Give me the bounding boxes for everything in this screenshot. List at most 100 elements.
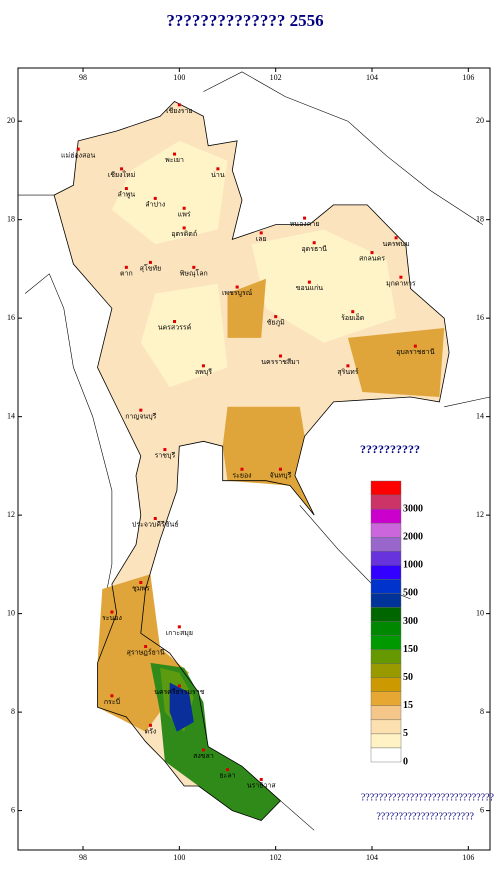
legend-label: 150 — [403, 644, 418, 655]
legend-label: 2000 — [403, 531, 423, 542]
y-tick-label: 18 — [7, 215, 15, 224]
province-label: ร้อยเอ็ด — [341, 313, 364, 322]
x-tick-label: 102 — [270, 73, 282, 82]
y-tick-label: 16 — [476, 313, 484, 322]
province-label: เชียงราย — [166, 107, 192, 115]
y-tick-label: 20 — [476, 116, 484, 125]
legend-swatch — [370, 522, 402, 538]
legend-title: ?????????? — [360, 442, 420, 456]
province-dot — [312, 241, 316, 245]
x-tick-label: 102 — [270, 853, 282, 862]
province-label: นครสวรรค์ — [158, 324, 192, 332]
rain-zone — [227, 278, 266, 338]
legend-swatch — [370, 565, 402, 580]
province-label: กระบี่ — [104, 697, 120, 706]
province-label: อุบลราชธานี — [396, 348, 435, 356]
neighbour-border — [444, 396, 491, 408]
legend-label: 50 — [403, 672, 413, 683]
map-area — [18, 71, 491, 831]
province-label: ตรัง — [145, 727, 157, 735]
province-dot — [351, 310, 355, 314]
legend-swatch — [370, 508, 402, 524]
province-dot — [148, 723, 152, 727]
province-label: นครพนม — [382, 240, 409, 248]
rain-zone — [222, 406, 315, 516]
province-dot — [303, 216, 307, 220]
y-tick-label: 10 — [7, 608, 15, 617]
province-label: ชัยภูมิ — [267, 319, 285, 327]
neighbour-border — [203, 71, 483, 225]
province-dot — [216, 167, 220, 171]
province-label: อุดรธานี — [301, 245, 327, 253]
legend-swatch — [370, 719, 402, 735]
y-tick-label: 14 — [7, 411, 15, 420]
province-dot — [163, 448, 167, 452]
x-tick-label: 100 — [173, 73, 185, 82]
y-tick-label: 18 — [476, 215, 484, 224]
province-label: พิษณุโลก — [180, 268, 208, 277]
province-label: ชุมพร — [132, 585, 150, 593]
y-tick-label: 20 — [7, 116, 15, 125]
province-dot — [110, 610, 114, 614]
legend-label: 3000 — [403, 503, 423, 514]
province-dot — [235, 285, 239, 289]
x-tick-label: 106 — [462, 853, 474, 862]
province-label: กาญจนบุรี — [125, 412, 156, 420]
legend-swatch — [370, 691, 402, 707]
province-dot — [120, 167, 124, 171]
province-dot — [182, 206, 186, 210]
province-label: แพร่ — [178, 210, 191, 218]
province-dot — [182, 226, 186, 230]
province-label: ยะลา — [219, 772, 235, 780]
legend-swatch — [370, 649, 402, 664]
province-label: สุรินทร์ — [337, 368, 358, 376]
legend-swatch — [370, 480, 402, 496]
province-dot — [259, 231, 263, 235]
province-dot — [76, 147, 80, 151]
province-label: พะเยา — [165, 156, 184, 164]
legend-label: 15 — [403, 700, 413, 711]
y-tick-label: 8 — [11, 707, 15, 716]
map-frame — [17, 67, 491, 851]
legend-swatch — [370, 635, 402, 650]
province-dot — [278, 354, 282, 358]
legend-swatch — [370, 579, 402, 594]
legend-label: 1000 — [403, 560, 423, 571]
province-dot — [124, 265, 128, 269]
y-tick-label: 14 — [476, 411, 484, 420]
neighbour-border — [280, 800, 315, 831]
province-dot — [201, 364, 205, 368]
province-dot — [413, 344, 417, 348]
province-dot — [307, 280, 311, 284]
y-tick-label: 6 — [11, 805, 15, 814]
province-label: เชียงใหม่ — [108, 170, 135, 179]
y-tick-label: 12 — [7, 510, 15, 519]
province-label: ระยอง — [232, 471, 251, 479]
province-dot — [124, 187, 128, 191]
province-label: นครศรีธรรมราช — [154, 688, 205, 696]
legend-label: 5 — [403, 728, 408, 739]
province-label: ขอนแก่น — [296, 284, 324, 292]
legend-swatch — [370, 747, 402, 763]
province-dot — [278, 467, 282, 471]
y-tick-label: 8 — [480, 707, 484, 716]
province-dot — [240, 467, 244, 471]
province-label: สุราษฎร์ธานี — [127, 649, 165, 657]
rain-zone — [347, 328, 445, 397]
province-dot — [259, 777, 263, 781]
province-dot — [370, 251, 374, 255]
province-label: ลพบุรี — [195, 368, 212, 376]
x-tick-label: 100 — [173, 853, 185, 862]
province-dot — [346, 364, 350, 368]
x-tick-label: 104 — [366, 73, 378, 82]
legend-swatch — [370, 621, 402, 636]
province-label: สุโขทัย — [140, 264, 162, 273]
province-dot — [394, 236, 398, 240]
province-dot — [139, 408, 143, 412]
province-label: ประจวบคีรีขันธ์ — [132, 521, 179, 529]
province-dot — [153, 196, 157, 200]
legend-swatch — [370, 663, 402, 678]
province-dot — [148, 260, 152, 264]
y-tick-label: 6 — [480, 805, 484, 814]
x-tick-label: 106 — [462, 73, 474, 82]
